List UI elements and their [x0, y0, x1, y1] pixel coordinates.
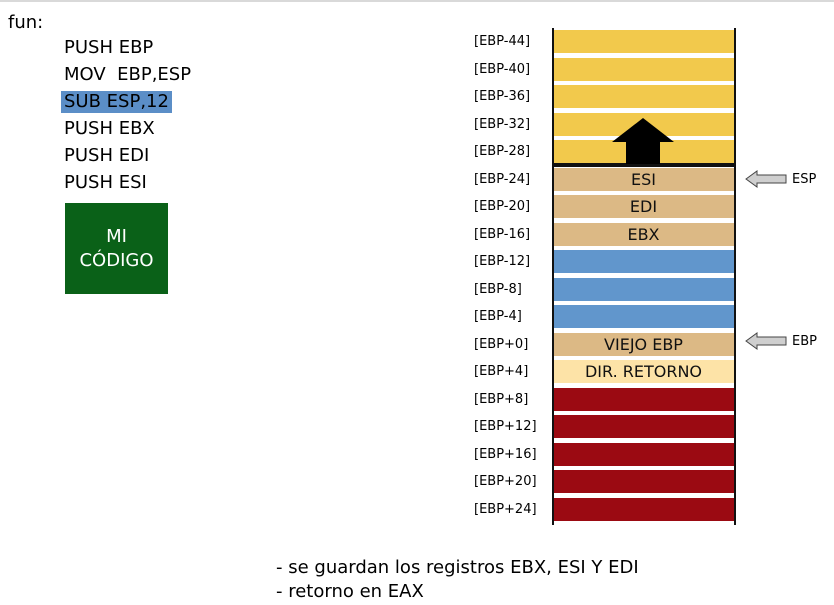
stack-cell: [553, 85, 734, 108]
stack-offset-label: [EBP+4]: [474, 364, 529, 379]
top-divider: [0, 0, 834, 2]
stack-pointer-boundary: [553, 163, 734, 167]
stack-offset-label: [EBP-44]: [474, 34, 531, 49]
stack-cell: [553, 387, 734, 411]
stack-offset-label: [EBP-28]: [474, 144, 531, 159]
stack-cell: [553, 415, 734, 438]
stack-offset-label: [EBP-8]: [474, 281, 522, 297]
code-line-push-edi: PUSH EDI: [64, 145, 150, 166]
left-arrow-icon: [745, 170, 787, 188]
stack-cell: DIR. RETORNO: [553, 360, 734, 383]
stack-right-border: [734, 28, 736, 525]
stack-offset-label: [EBP-20]: [474, 199, 531, 214]
stack-offset-label: [EBP-40]: [474, 61, 531, 77]
stack-offset-label: [EBP-32]: [474, 116, 531, 132]
left-arrow-icon: [745, 332, 787, 350]
stack-growth-arrow-icon: [612, 118, 674, 164]
stack-offset-label: [EBP+12]: [474, 419, 537, 434]
note-return-eax: - retorno en EAX: [276, 581, 424, 602]
stack-cell: EBX: [553, 222, 734, 246]
ebp-pointer: EBP: [745, 331, 817, 351]
stack-offset-label: [EBP-4]: [474, 309, 522, 324]
stack-cell: [553, 250, 734, 273]
stack-offset-label: [EBP+8]: [474, 391, 529, 407]
esp-pointer: ESP: [745, 169, 816, 189]
code-line-push-ebx: PUSH EBX: [64, 118, 155, 139]
stack-offset-label: [EBP+0]: [474, 336, 529, 352]
stack-offset-label: [EBP-16]: [474, 226, 531, 242]
my-code-box: MI CÓDIGO: [65, 203, 168, 294]
stack-cell: ESI: [553, 167, 734, 191]
stack-offset-label: [EBP-12]: [474, 254, 531, 269]
esp-label: ESP: [792, 171, 817, 187]
stack-cell: [553, 442, 734, 466]
stack-cell: [553, 305, 734, 328]
function-label: fun:: [8, 12, 44, 33]
stack-offset-label: [EBP+24]: [474, 501, 537, 517]
ebp-label: EBP: [792, 333, 817, 349]
stack-cell: EDI: [553, 195, 734, 218]
stack-offset-label: [EBP-24]: [474, 171, 531, 187]
my-code-line1: MI: [106, 225, 127, 247]
code-line-mov-ebp-esp: MOV EBP,ESP: [64, 64, 192, 85]
code-line-push-esi: PUSH ESI: [64, 172, 147, 193]
code-line-sub-esp-highlighted: SUB ESP,12: [61, 91, 172, 113]
my-code-line2: CÓDIGO: [79, 249, 154, 271]
stack-offset-label: [EBP-36]: [474, 89, 531, 104]
stack-cell: [553, 57, 734, 81]
code-line-push-ebp: PUSH EBP: [64, 37, 154, 58]
note-saved-registers: - se guardan los registros EBX, ESI Y ED…: [276, 557, 639, 578]
stack-cell: [553, 30, 734, 53]
stack-cell: [553, 497, 734, 521]
stack-cell: VIEJO EBP: [553, 332, 734, 356]
stack-left-border: [552, 28, 554, 525]
notes: - se guardan los registros EBX, ESI Y ED…: [276, 556, 639, 604]
stack-offset-label: [EBP+20]: [474, 474, 537, 489]
stack-cell: [553, 277, 734, 301]
stack-cell: [553, 470, 734, 493]
stack-offset-label: [EBP+16]: [474, 446, 537, 462]
